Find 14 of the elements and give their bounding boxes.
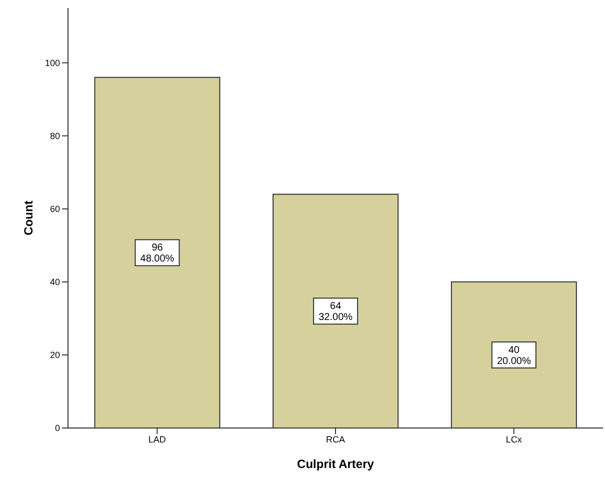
- x-tick-label: LAD: [148, 434, 166, 444]
- data-label: 40 20.00%: [496, 344, 531, 367]
- x-tick-label: RCA: [326, 434, 346, 444]
- y-tick-label: 80: [50, 131, 60, 142]
- y-tick-label: 20: [50, 350, 60, 360]
- data-label: 96 48.00%: [140, 242, 174, 265]
- x-tick-label: LCx: [506, 434, 522, 444]
- y-tick-label: 0: [54, 423, 60, 434]
- y-tick-label: 40: [50, 277, 60, 288]
- y-tick-label: 60: [50, 204, 60, 214]
- x-axis-title: Culprit Artery: [297, 457, 374, 471]
- y-axis-title: Count: [21, 200, 36, 236]
- y-tick-label: 100: [44, 58, 60, 68]
- data-label: 64 32.00%: [318, 301, 353, 324]
